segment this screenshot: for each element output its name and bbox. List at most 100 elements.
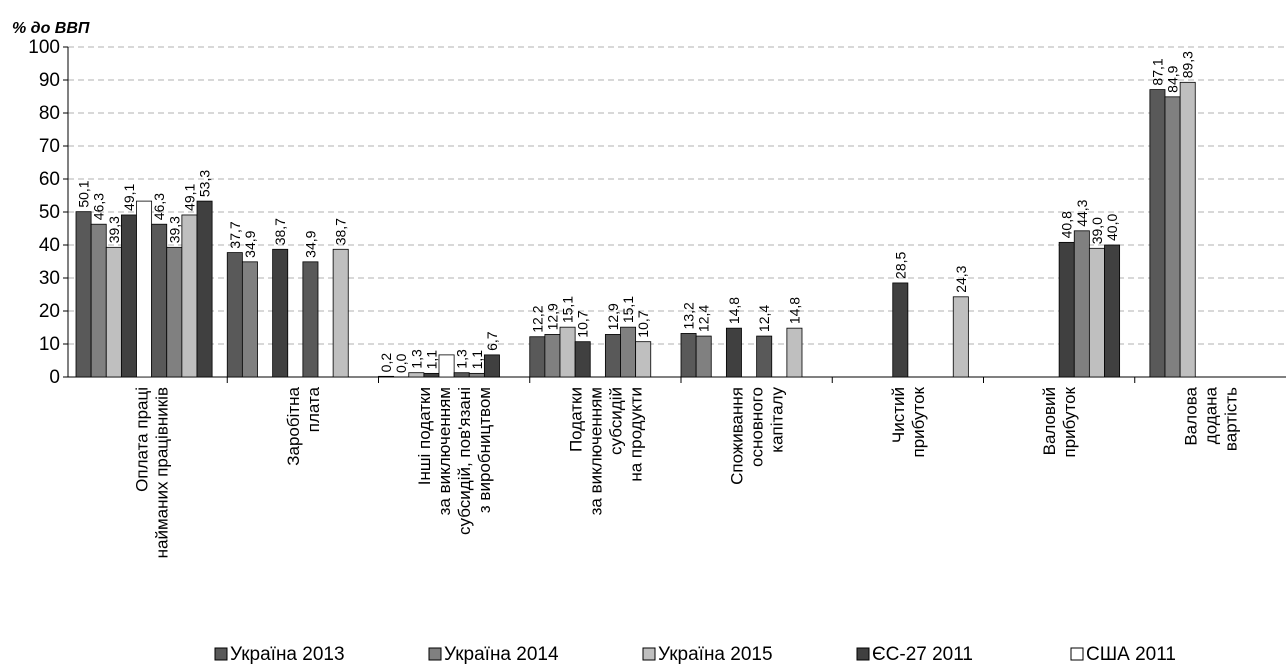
value-label: 53,3 bbox=[197, 170, 213, 197]
x-tick-label: Валовий bbox=[1040, 387, 1059, 455]
bar bbox=[438, 354, 455, 378]
bar bbox=[468, 372, 485, 378]
x-tick-label: Заробітна bbox=[284, 386, 303, 465]
value-label: 14,8 bbox=[726, 297, 742, 324]
legend-swatch bbox=[642, 647, 656, 661]
value-label: 37,7 bbox=[227, 221, 243, 248]
value-label: 84,9 bbox=[1165, 65, 1181, 92]
bar bbox=[483, 354, 500, 378]
legend-label: Україна 2014 bbox=[444, 644, 559, 665]
value-label: 1,1 bbox=[423, 350, 439, 370]
bar bbox=[786, 327, 803, 378]
bar bbox=[620, 326, 637, 378]
x-tick-label: Податки bbox=[566, 387, 585, 452]
y-tick-label: 40 bbox=[39, 235, 60, 256]
x-tick-label: субсидій bbox=[606, 387, 625, 455]
value-label: 15,1 bbox=[620, 296, 636, 323]
bar bbox=[241, 261, 258, 378]
legend-swatch bbox=[1070, 647, 1084, 661]
bar bbox=[559, 326, 576, 378]
value-label: 12,9 bbox=[605, 303, 621, 330]
value-label: 14,8 bbox=[786, 297, 802, 324]
y-tick-label: 20 bbox=[39, 301, 60, 322]
bar bbox=[75, 211, 92, 378]
value-label: 46,3 bbox=[151, 193, 167, 220]
value-label: 1,3 bbox=[454, 349, 470, 369]
x-tick-label: Чистий bbox=[889, 387, 908, 443]
y-tick-label: 50 bbox=[39, 202, 60, 223]
bar bbox=[272, 248, 289, 378]
value-label: 39,3 bbox=[106, 216, 122, 243]
value-label: 12,4 bbox=[756, 305, 772, 332]
bar bbox=[635, 341, 652, 378]
bar bbox=[604, 334, 621, 378]
bar bbox=[1088, 247, 1105, 378]
y-tick-label: 100 bbox=[28, 37, 60, 58]
y-tick-label: 0 bbox=[49, 367, 60, 388]
value-label: 12,2 bbox=[529, 305, 545, 332]
value-label: 40,0 bbox=[1104, 214, 1120, 241]
value-label: 1,1 bbox=[469, 350, 485, 370]
bar bbox=[756, 335, 773, 378]
value-label: 89,3 bbox=[1180, 51, 1196, 78]
value-label: 12,9 bbox=[544, 303, 560, 330]
bar bbox=[1179, 81, 1196, 378]
legend-swatch bbox=[856, 647, 870, 661]
legend-swatch bbox=[214, 647, 228, 661]
x-tick-label: основного bbox=[748, 387, 767, 467]
bar bbox=[136, 200, 153, 378]
bar bbox=[302, 261, 319, 378]
value-label: 49,1 bbox=[181, 184, 197, 211]
bar bbox=[151, 223, 168, 378]
value-label: 15,1 bbox=[560, 296, 576, 323]
value-label: 10,7 bbox=[635, 310, 651, 337]
bar bbox=[332, 248, 349, 378]
x-tick-label: додана bbox=[1201, 386, 1220, 444]
bar bbox=[544, 334, 561, 378]
bar bbox=[952, 296, 969, 378]
value-label: 40,8 bbox=[1059, 211, 1075, 238]
x-tick-label: вартість bbox=[1221, 387, 1240, 451]
value-label: 6,7 bbox=[484, 331, 500, 351]
x-tick-label: Інші податки bbox=[415, 387, 434, 485]
bar bbox=[680, 333, 697, 378]
value-label: 0,2 bbox=[378, 353, 394, 373]
x-tick-label: Споживання bbox=[728, 387, 747, 485]
x-tick-label: прибуток bbox=[1060, 386, 1079, 457]
value-label: 24,3 bbox=[953, 265, 969, 292]
y-axis-title: % до ВВП bbox=[12, 20, 90, 37]
value-label: 12,4 bbox=[696, 305, 712, 332]
x-tick-label: субсидій, пов'язані bbox=[455, 387, 474, 535]
bar bbox=[408, 372, 425, 378]
bar bbox=[166, 246, 183, 378]
bar bbox=[378, 375, 395, 378]
value-label: 50,1 bbox=[76, 180, 92, 207]
value-label: 49,1 bbox=[121, 184, 137, 211]
legend-swatch bbox=[428, 647, 442, 661]
value-label: 38,7 bbox=[333, 218, 349, 245]
legend-label: Україна 2013 bbox=[230, 644, 345, 665]
bar bbox=[892, 282, 909, 378]
bar bbox=[574, 341, 591, 378]
value-label: 28,5 bbox=[892, 251, 908, 278]
x-tick-label: плата bbox=[304, 386, 323, 432]
bar bbox=[725, 327, 742, 378]
bar bbox=[105, 246, 122, 378]
bar bbox=[181, 214, 198, 378]
value-label: 38,7 bbox=[272, 218, 288, 245]
bar bbox=[90, 223, 107, 378]
x-tick-label: з виробництвом bbox=[475, 387, 494, 513]
y-tick-label: 30 bbox=[39, 268, 60, 289]
bar bbox=[1073, 230, 1090, 378]
bar bbox=[1149, 89, 1166, 378]
bar bbox=[453, 372, 470, 378]
legend-label: Україна 2015 bbox=[658, 644, 773, 665]
value-label: 0,0 bbox=[393, 353, 409, 373]
value-label: 39,0 bbox=[1089, 217, 1105, 244]
x-tick-label: Валова bbox=[1181, 386, 1200, 445]
value-label: 10,7 bbox=[575, 310, 591, 337]
value-label: 34,9 bbox=[242, 230, 258, 257]
x-tick-label: за виключенням bbox=[435, 387, 454, 515]
bar bbox=[1104, 244, 1121, 378]
bar bbox=[695, 335, 712, 378]
